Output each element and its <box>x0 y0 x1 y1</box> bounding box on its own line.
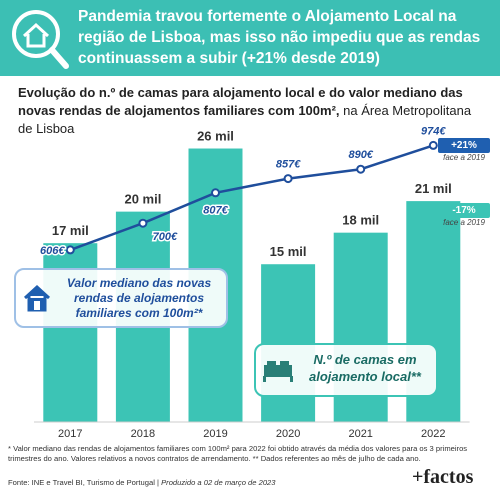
header: Pandemia travou fortemente o Alojamento … <box>0 0 500 76</box>
chart-subtitle-rest: na Área Metropolitana de Lisboa <box>18 103 472 136</box>
line-legend-label: Valor mediano das novas rendas de alojam… <box>66 276 212 320</box>
line-value-label: 857€ <box>276 159 301 171</box>
line-point <box>283 174 293 184</box>
line-value-label: 807€ <box>203 205 228 217</box>
annotation: -17% face a 2019 <box>438 203 490 227</box>
bar-value-label: 15 mil <box>270 244 307 259</box>
x-tick-label: 2020 <box>276 428 300 440</box>
annotation-note: face a 2019 <box>443 218 485 227</box>
annotation-note: face a 2019 <box>443 153 485 162</box>
x-tick-label: 2017 <box>58 428 82 440</box>
bar-value-label: 26 mil <box>197 129 234 144</box>
house-icon <box>23 284 51 312</box>
header-icon <box>12 10 69 69</box>
logo: +factos <box>412 466 474 488</box>
bar-value-label: 18 mil <box>342 213 379 228</box>
bar-value-label: 17 mil <box>52 223 89 238</box>
annotation-label: +21% <box>438 138 490 153</box>
annotation: +21% face a 2019 <box>438 138 490 162</box>
bar-legend: N.º de camas em alojamento local** <box>254 343 438 397</box>
line-legend: Valor mediano das novas rendas de alojam… <box>14 268 228 328</box>
produced-date: Produzido a 02 de março de 2023 <box>161 478 276 487</box>
x-tick-label: 2019 <box>203 428 227 440</box>
line-point <box>65 245 75 255</box>
line-value-label: 606€ <box>40 245 65 257</box>
chart-subtitle: Evolução do n.º de camas para alojamento… <box>18 84 488 138</box>
line <box>69 144 434 252</box>
line-point <box>211 188 220 198</box>
source-text: Fonte: INE e Travel BI, Turismo de Portu… <box>8 478 159 487</box>
header-title: Pandemia travou fortemente o Alojamento … <box>78 8 481 67</box>
x-tick-label: 2021 <box>348 428 372 440</box>
bed-icon <box>263 361 293 382</box>
line-value-label: 974€ <box>421 125 446 137</box>
bar-legend-label: N.º de camas em alojamento local** <box>309 352 421 384</box>
x-tick-label: 2018 <box>131 428 155 440</box>
line-value-label: 890€ <box>348 149 373 161</box>
line-point <box>356 164 366 174</box>
source: Fonte: INE e Travel BI, Turismo de Portu… <box>8 478 276 487</box>
bar-value-label: 21 mil <box>415 181 452 196</box>
line-point <box>138 218 148 228</box>
chart-title: Evolução do n.º de camas para alojamento… <box>18 85 463 118</box>
bar-value-label: 20 mil <box>124 192 161 207</box>
x-tick-label: 2022 <box>421 428 445 440</box>
line-value-label: 700€ <box>153 231 178 243</box>
line-point <box>428 140 438 150</box>
annotation-label: -17% <box>438 203 490 218</box>
footnote: * Valor mediano das rendas de alojamento… <box>8 444 468 463</box>
